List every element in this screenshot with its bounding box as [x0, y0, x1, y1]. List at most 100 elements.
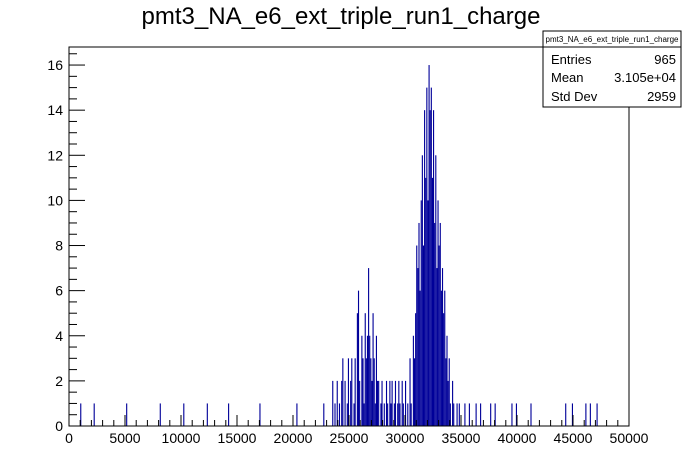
- histogram-bar: [334, 403, 336, 426]
- histogram-bar: [391, 380, 393, 426]
- histogram-bar: [377, 380, 379, 426]
- histogram-bar: [596, 403, 598, 426]
- histogram-bar: [413, 358, 416, 426]
- histogram-bar: [585, 403, 587, 426]
- histogram-bar: [356, 313, 358, 426]
- histogram-bar: [444, 290, 446, 426]
- histogram-bar: [397, 403, 399, 426]
- histogram-bar: [365, 358, 367, 426]
- histogram-bar: [431, 177, 433, 426]
- histogram-bar: [399, 403, 401, 426]
- histogram-bar: [428, 65, 430, 427]
- histogram-bar: [346, 403, 348, 426]
- histogram-bar: [183, 403, 185, 426]
- histogram-bar: [383, 403, 385, 426]
- histogram-bar: [490, 403, 492, 426]
- histogram-bar: [475, 403, 477, 426]
- histogram-bar: [430, 87, 432, 427]
- y-tick-label: 10: [47, 192, 63, 208]
- histogram-bar: [381, 380, 383, 426]
- histogram-bar: [571, 403, 573, 426]
- histogram-bar: [93, 403, 95, 426]
- stats-box-title: pmt3_NA_e6_ext_triple_run1_charge: [546, 35, 680, 44]
- histogram-bar: [464, 403, 466, 426]
- x-tick-label: 45000: [554, 430, 593, 446]
- axes: [68, 46, 630, 427]
- histogram-bar: [366, 335, 369, 426]
- histogram-bar: [433, 110, 435, 427]
- histogram-bar: [380, 403, 382, 426]
- histogram-bars: [80, 65, 598, 427]
- stats-stddev-value: 2959: [647, 89, 676, 104]
- stats-box-frame: [542, 30, 682, 108]
- histogram-bar: [259, 403, 261, 426]
- histogram-bar: [422, 245, 425, 426]
- histogram-bar: [126, 403, 128, 426]
- histogram-bar: [332, 380, 334, 426]
- x-tick-labels: 0 5000 10000 15000 20000 25000 30000 35000 40000…: [65, 430, 649, 446]
- histogram-bar: [438, 245, 440, 426]
- histogram-bar: [434, 222, 436, 426]
- histogram-bar: [389, 380, 391, 426]
- x-tick-label: 40000: [498, 430, 537, 446]
- histogram-bar: [417, 268, 419, 426]
- histogram-bar: [336, 380, 338, 426]
- histogram-bar: [372, 313, 374, 426]
- histogram-bar: [159, 403, 161, 426]
- histogram-bar: [448, 358, 450, 426]
- histogram-bar: [375, 335, 377, 426]
- histogram-bar: [405, 380, 407, 426]
- stats-stddev-label: Std Dev: [551, 89, 598, 104]
- stats-entries-value: 965: [654, 52, 676, 67]
- histogram-bar: [393, 403, 395, 426]
- stats-entries-label: Entries: [551, 52, 592, 67]
- histogram-bar: [407, 403, 409, 426]
- histogram-bar: [410, 403, 412, 426]
- histogram-bar: [363, 403, 365, 426]
- histogram-bar: [359, 380, 361, 426]
- histogram-bar: [342, 358, 344, 426]
- stats-box: pmt3_NA_e6_ext_triple_run1_charge Entrie…: [542, 30, 682, 108]
- histogram-bar: [370, 358, 372, 426]
- histogram-bar: [418, 222, 420, 426]
- histogram-bar: [468, 403, 470, 426]
- histogram-bar: [494, 403, 496, 426]
- histogram-bar: [351, 358, 353, 426]
- histogram-bar: [398, 380, 400, 426]
- y-tick-label: 4: [55, 328, 63, 344]
- histogram-bar: [429, 110, 431, 427]
- histogram-bar: [452, 380, 454, 426]
- histogram-bar: [362, 358, 364, 426]
- histogram-bar: [323, 403, 325, 426]
- histogram-bar: [347, 358, 349, 426]
- x-tick-label: 35000: [442, 430, 481, 446]
- histogram-bar: [371, 380, 373, 426]
- x-tick-label: 0: [65, 430, 73, 446]
- y-tick-label: 12: [47, 147, 63, 163]
- histogram-bar: [373, 358, 375, 426]
- y-tick-label: 8: [55, 238, 63, 254]
- histogram-bar: [530, 403, 532, 426]
- histogram-bar: [426, 87, 428, 427]
- histogram-bar: [453, 403, 455, 426]
- histogram-bar: [420, 200, 422, 426]
- x-tick-label: 10000: [162, 430, 201, 446]
- histogram-bar: [350, 380, 352, 426]
- histogram-bar: [385, 380, 388, 426]
- stats-mean-label: Mean: [551, 70, 584, 85]
- x-tick-label: 5000: [109, 430, 140, 446]
- histogram-bar: [374, 403, 376, 426]
- histogram-bar: [458, 403, 460, 426]
- histogram-bar: [409, 358, 411, 426]
- histogram-bar: [390, 403, 392, 426]
- histogram-bar: [228, 403, 230, 426]
- chart-title: pmt3_NA_e6_ext_triple_run1_charge: [142, 3, 541, 30]
- histogram-bar: [480, 403, 482, 426]
- histogram-bar: [441, 268, 444, 426]
- histogram-bar: [412, 335, 414, 426]
- x-tick-label: 30000: [386, 430, 425, 446]
- histogram-bar: [401, 380, 403, 426]
- x-tick-label: 20000: [274, 430, 313, 446]
- histogram-bar: [443, 313, 445, 426]
